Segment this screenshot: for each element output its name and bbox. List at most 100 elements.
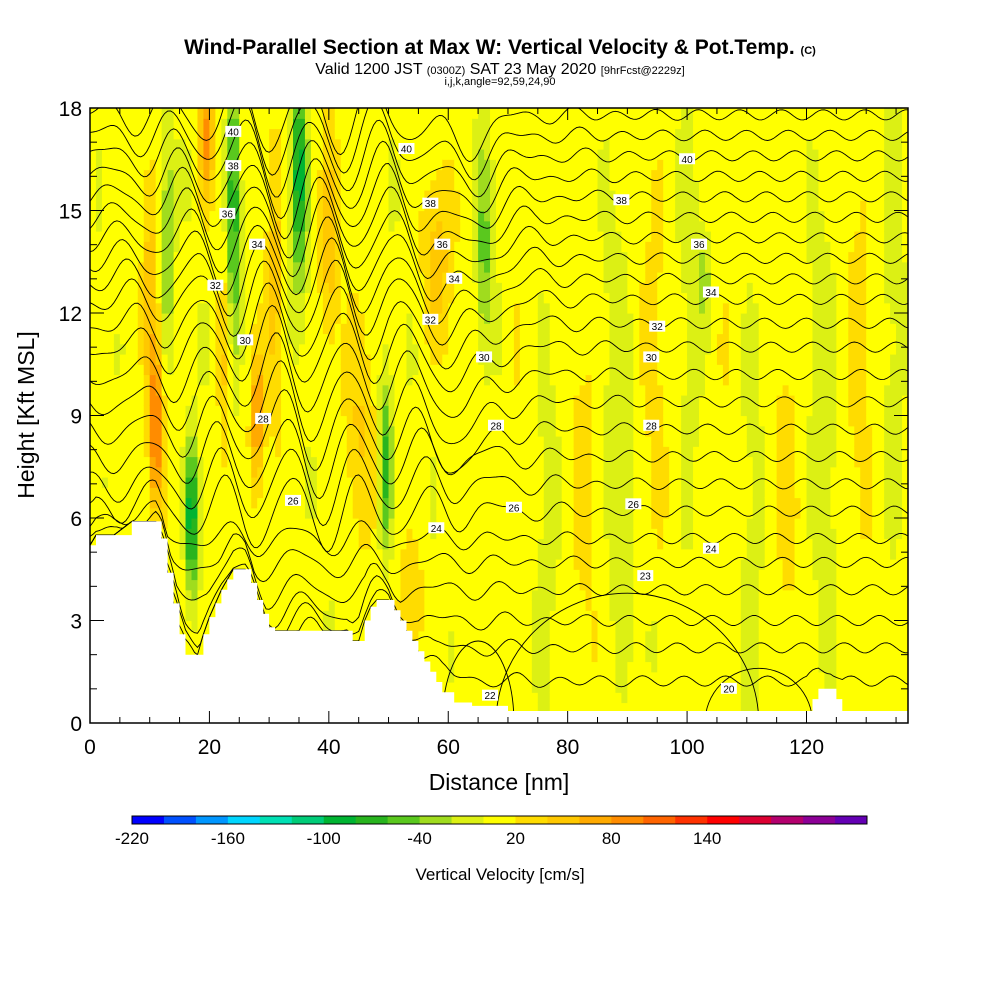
velocity-cell [287, 610, 294, 622]
velocity-cell [263, 518, 270, 529]
velocity-cell [167, 497, 175, 509]
velocity-cell [478, 538, 485, 550]
velocity-cell [394, 415, 402, 427]
velocity-cell [472, 569, 479, 581]
velocity-cell [269, 313, 276, 324]
velocity-cell [203, 108, 211, 119]
velocity-cell [287, 425, 294, 437]
velocity-cell [107, 487, 115, 499]
velocity-cell [322, 436, 330, 447]
velocity-cell [430, 415, 437, 427]
velocity-cell [537, 579, 545, 591]
velocity-cell [251, 179, 258, 191]
velocity-cell [537, 128, 545, 140]
velocity-cell [400, 179, 408, 191]
velocity-cell [358, 569, 366, 581]
velocity-cell [281, 589, 288, 601]
velocity-cell [119, 292, 127, 304]
velocity-cell [310, 579, 318, 591]
velocity-cell [460, 610, 467, 622]
velocity-cell [298, 272, 306, 283]
velocity-cell [173, 343, 181, 355]
velocity-cell [90, 487, 97, 499]
velocity-cell [310, 292, 318, 304]
velocity-cell [579, 231, 587, 242]
velocity-cell [454, 692, 461, 704]
velocity-cell [543, 138, 551, 150]
velocity-cell [454, 343, 461, 355]
velocity-cell [496, 682, 503, 693]
velocity-cell [376, 210, 384, 222]
velocity-cell [316, 169, 324, 181]
velocity-cell [245, 395, 252, 406]
velocity-cell [167, 118, 175, 130]
velocity-cell [275, 138, 282, 150]
velocity-cell [155, 108, 163, 119]
velocity-cell [531, 384, 539, 396]
velocity-cell [442, 118, 449, 130]
velocity-cell [364, 282, 372, 294]
velocity-cell [412, 497, 419, 509]
velocity-cell [430, 630, 437, 642]
velocity-cell [269, 251, 276, 263]
velocity-cell [90, 241, 97, 253]
velocity-cell [155, 128, 163, 140]
velocity-cell [191, 374, 199, 386]
velocity-cell [119, 159, 127, 171]
velocity-cell [239, 405, 246, 417]
velocity-cell [137, 446, 145, 458]
velocity-cell [531, 149, 539, 160]
velocity-cell [227, 374, 234, 386]
velocity-cell [101, 231, 109, 242]
velocity-cell [310, 507, 318, 519]
velocity-cell [197, 405, 205, 417]
velocity-cell [281, 559, 288, 570]
velocity-cell [107, 456, 115, 468]
velocity-cell [334, 528, 342, 540]
velocity-cell [275, 487, 282, 499]
velocity-cell [298, 149, 306, 160]
velocity-cell [215, 138, 222, 150]
velocity-cell [573, 313, 581, 324]
velocity-cell [275, 436, 282, 447]
velocity-cell [328, 466, 336, 478]
velocity-cell [472, 589, 479, 601]
velocity-cell [573, 620, 581, 632]
velocity-cell [358, 466, 366, 478]
velocity-cell [549, 159, 557, 171]
velocity-cell [137, 108, 145, 119]
velocity-cell [394, 241, 402, 253]
velocity-cell [430, 128, 437, 140]
velocity-cell [113, 272, 121, 283]
velocity-cell [125, 220, 133, 232]
velocity-cell [364, 569, 372, 581]
velocity-cell [293, 518, 300, 529]
velocity-cell [275, 231, 282, 242]
velocity-cell [203, 261, 211, 273]
velocity-cell [555, 415, 563, 427]
velocity-cell [412, 600, 419, 611]
velocity-cell [460, 589, 467, 601]
velocity-cell [579, 272, 587, 283]
velocity-cell [113, 118, 121, 130]
velocity-cell [119, 528, 127, 540]
velocity-cell [221, 159, 228, 171]
velocity-cell [245, 302, 252, 314]
velocity-cell [537, 272, 545, 283]
velocity-cell [430, 138, 437, 150]
velocity-cell [298, 384, 306, 396]
velocity-cell [233, 210, 240, 222]
velocity-cell [233, 272, 240, 283]
velocity-cell [531, 518, 539, 529]
velocity-cell [209, 405, 216, 417]
velocity-cell [185, 261, 193, 273]
velocity-cell [155, 333, 163, 345]
velocity-cell [191, 149, 199, 160]
velocity-cell [460, 415, 467, 427]
velocity-cell [537, 149, 545, 160]
velocity-cell [358, 528, 366, 540]
velocity-cell [561, 589, 569, 601]
velocity-cell [424, 456, 431, 468]
velocity-cell [364, 559, 372, 570]
velocity-cell [352, 169, 360, 181]
